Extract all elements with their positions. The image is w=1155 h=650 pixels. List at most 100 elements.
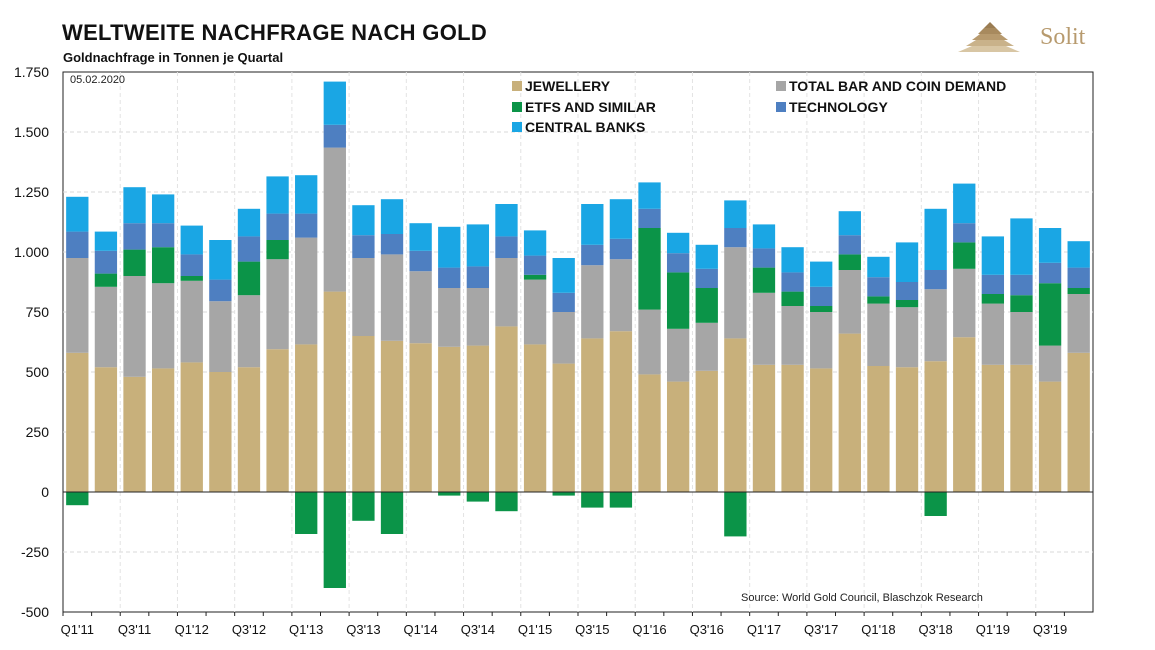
bar-central_banks-4: [180, 225, 203, 255]
bar-technology-23: [724, 228, 747, 248]
bar-jewellery-9: [323, 291, 346, 492]
x-tick-label: Q1'11: [61, 622, 94, 637]
bar-central_banks-20: [638, 182, 661, 209]
legend-swatch-central-banks: [512, 122, 522, 132]
bar-technology-33: [1010, 274, 1033, 296]
bar-jewellery-1: [94, 367, 118, 492]
bar-bar_coin-30: [924, 289, 947, 362]
bar-jewellery-13: [438, 346, 461, 492]
bar-etfs-10: [352, 492, 375, 521]
bar-bar_coin-12: [409, 271, 432, 344]
bar-central_banks-11: [380, 199, 404, 234]
bar-etfs-16: [523, 274, 547, 280]
bar-etfs-1: [94, 273, 118, 287]
bar-etfs-30: [924, 492, 947, 516]
bar-etfs-25: [781, 291, 804, 306]
bar-central_banks-2: [123, 187, 146, 224]
bar-etfs-22: [695, 288, 718, 323]
bar-etfs-23: [724, 492, 747, 537]
bar-bar_coin-14: [466, 288, 490, 346]
bar-bar_coin-13: [438, 288, 461, 347]
legend-swatch-technology: [776, 102, 786, 112]
bar-bar_coin-8: [295, 237, 318, 345]
bar-technology-5: [209, 279, 232, 302]
bar-jewellery-28: [867, 366, 890, 492]
bar-technology-2: [123, 223, 146, 250]
bar-etfs-9: [323, 492, 346, 588]
bar-central_banks-15: [495, 204, 518, 237]
y-tick-label: -500: [21, 604, 49, 620]
bar-etfs-7: [266, 240, 289, 260]
chart-subtitle: Goldnachfrage in Tonnen je Quartal: [63, 50, 284, 65]
bar-jewellery-12: [409, 343, 432, 492]
bar-technology-32: [981, 274, 1005, 294]
bar-bar_coin-21: [666, 328, 690, 382]
bar-technology-9: [323, 124, 346, 148]
bar-jewellery-15: [495, 326, 518, 492]
bar-technology-26: [810, 286, 833, 306]
y-tick-label: 1.750: [14, 64, 49, 80]
bar-technology-1: [94, 250, 118, 274]
legend-bar-coin: TOTAL BAR AND COIN DEMAND: [776, 78, 1006, 94]
bar-bar_coin-17: [552, 312, 575, 364]
bar-central_banks-13: [438, 226, 461, 268]
bar-jewellery-24: [752, 364, 776, 492]
y-tick-label: 1.000: [14, 244, 49, 260]
bar-bar_coin-3: [151, 283, 175, 369]
y-tick-label: 0: [41, 484, 49, 500]
bar-technology-10: [352, 235, 375, 258]
bar-technology-8: [295, 213, 318, 238]
bar-central_banks-23: [724, 200, 747, 228]
legend-jewellery: JEWELLERY: [512, 78, 610, 94]
legend-swatch-etfs: [512, 102, 522, 112]
bar-jewellery-2: [123, 376, 146, 492]
bar-bar_coin-29: [895, 307, 919, 368]
bar-etfs-2: [123, 249, 146, 276]
bar-etfs-19: [609, 492, 633, 508]
bar-etfs-15: [495, 492, 518, 512]
bar-technology-4: [180, 254, 203, 276]
bar-etfs-6: [237, 261, 261, 296]
y-tick-label: 1.500: [14, 124, 49, 140]
x-tick-label: Q3'12: [232, 622, 266, 637]
bar-bar_coin-27: [838, 270, 861, 334]
bar-jewellery-30: [924, 361, 947, 492]
bar-bar_coin-34: [1038, 345, 1062, 382]
bar-technology-6: [237, 236, 261, 262]
bar-technology-3: [151, 223, 175, 248]
bar-etfs-20: [638, 228, 661, 310]
x-tick-label: Q1'19: [976, 622, 1010, 637]
bar-etfs-35: [1067, 288, 1090, 294]
bar-technology-19: [609, 238, 633, 260]
bar-etfs-13: [438, 492, 461, 496]
bar-bar_coin-23: [724, 247, 747, 339]
bar-central_banks-31: [953, 183, 976, 224]
bar-bar_coin-7: [266, 259, 289, 350]
y-tick-label: -250: [21, 544, 49, 560]
bar-jewellery-34: [1038, 381, 1062, 492]
bar-jewellery-18: [581, 338, 604, 492]
bar-jewellery-4: [180, 362, 203, 492]
x-tick-label: Q3'16: [690, 622, 724, 637]
bar-technology-18: [581, 244, 604, 266]
bar-central_banks-19: [609, 199, 633, 239]
bar-technology-7: [266, 213, 289, 240]
bar-central_banks-10: [352, 205, 375, 236]
bar-technology-22: [695, 268, 718, 288]
bar-jewellery-14: [466, 345, 490, 492]
bar-central_banks-0: [66, 196, 89, 232]
bar-bar_coin-22: [695, 322, 718, 371]
bar-central_banks-7: [266, 176, 289, 214]
x-tick-label: Q1'15: [518, 622, 552, 637]
bar-central_banks-28: [867, 256, 890, 278]
bar-technology-16: [523, 255, 547, 275]
y-tick-label: 250: [26, 424, 50, 440]
bar-jewellery-5: [209, 372, 232, 492]
bar-jewellery-7: [266, 349, 289, 492]
bar-bar_coin-19: [609, 259, 633, 332]
bar-technology-34: [1038, 262, 1062, 284]
x-tick-label: Q3'13: [346, 622, 380, 637]
bar-technology-24: [752, 248, 776, 268]
bar-etfs-24: [752, 267, 776, 293]
bar-bar_coin-31: [953, 268, 976, 338]
